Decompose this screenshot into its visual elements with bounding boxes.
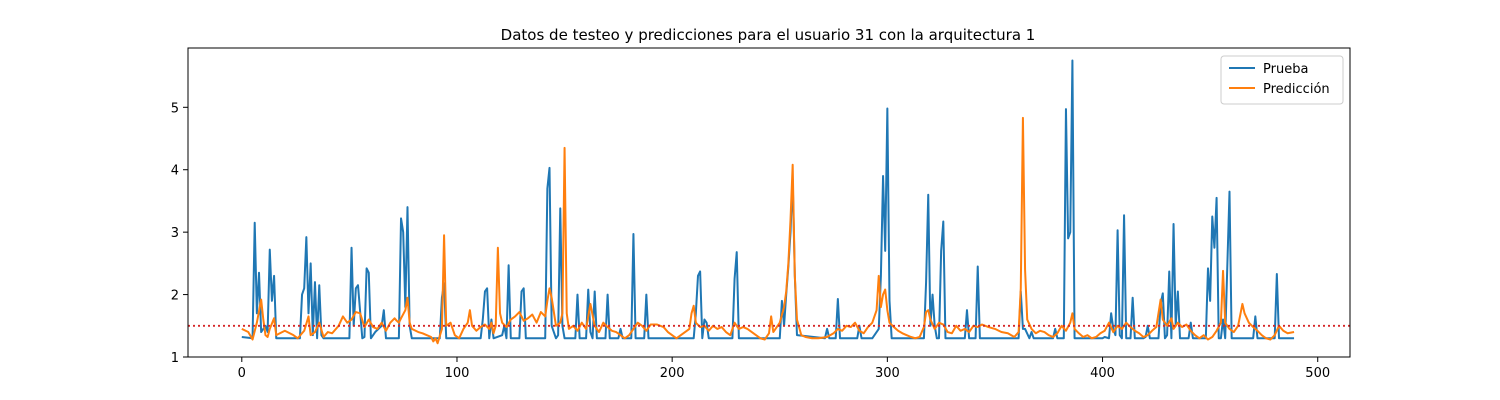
legend-label-prueba: Prueba [1263,62,1308,77]
x-tick-label: 500 [1305,366,1330,381]
axes-frame [187,47,1351,358]
legend: Prueba Predicción [1220,55,1344,105]
series-line-prueba [241,59,1295,340]
y-tick-label: 1 [171,351,179,366]
y-tick-label: 2 [171,289,179,304]
plot-area [188,59,1350,345]
x-tick-label: 200 [660,366,685,381]
axes: 0 100 200 300 400 500 1 2 3 4 5 [171,47,1351,381]
x-tick-label: 300 [875,366,900,381]
y-tick-label: 5 [171,101,179,116]
x-tick-label: 0 [238,366,246,381]
series-line-prediccion [241,116,1295,345]
x-tick-label: 100 [445,366,470,381]
y-tick-label: 4 [171,164,179,179]
chart-title: Datos de testeo y predicciones para el u… [501,26,1036,44]
y-tick-label: 3 [171,226,179,241]
x-tick-label: 400 [1090,366,1115,381]
legend-label-prediccion: Predicción [1263,82,1330,97]
